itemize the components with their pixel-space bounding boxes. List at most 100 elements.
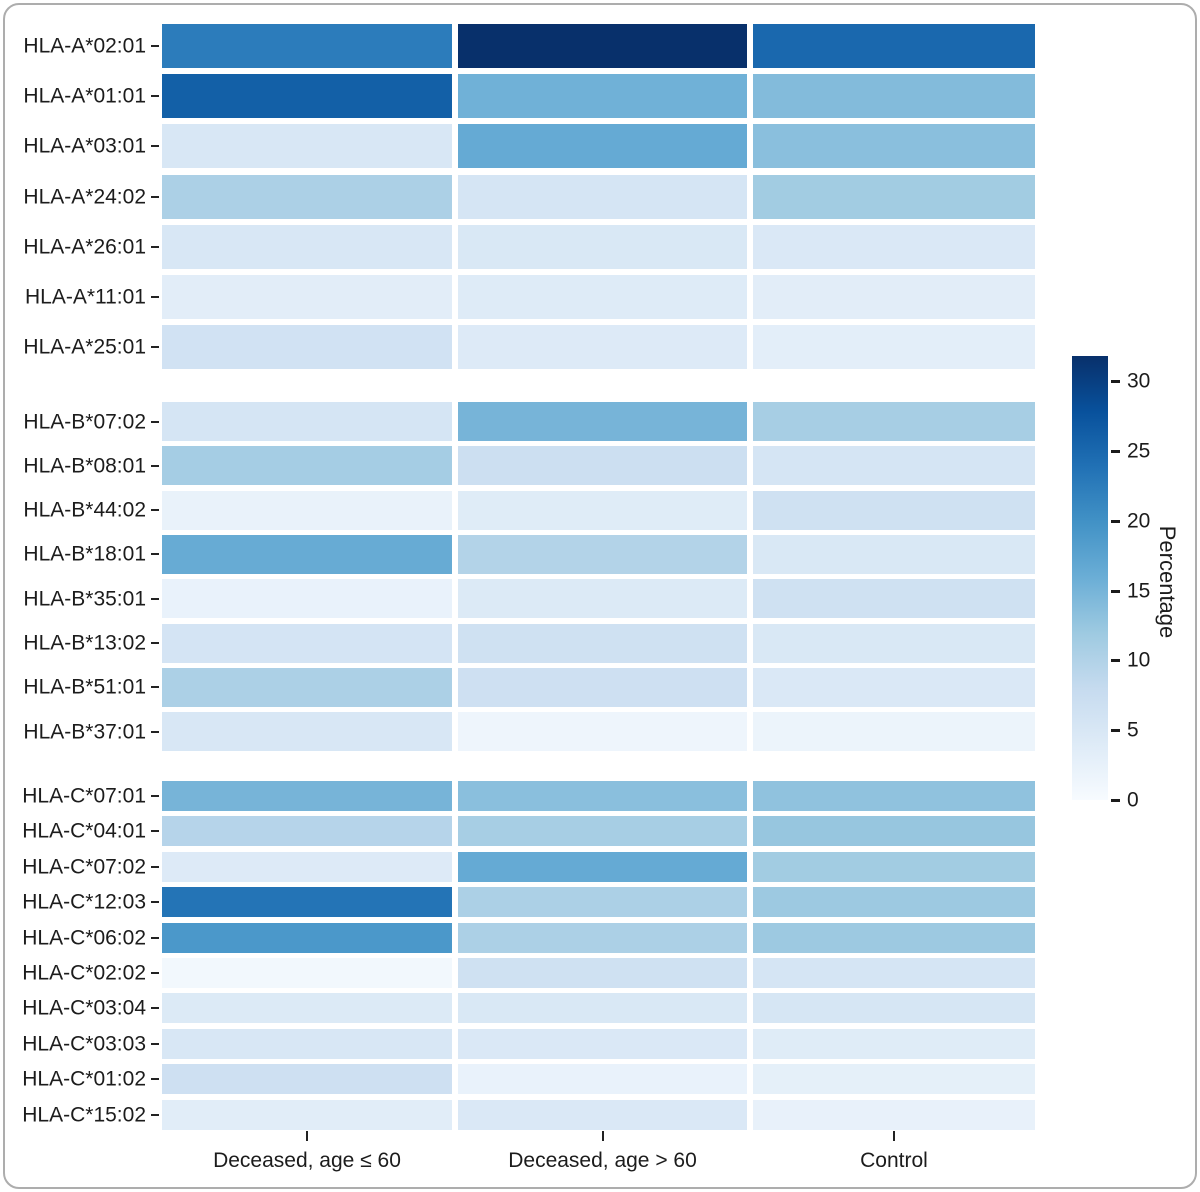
- legend-tick-label: 5: [1127, 718, 1139, 742]
- row-label: HLA-B*35:01: [23, 587, 146, 611]
- heatmap-cell: [753, 579, 1035, 619]
- y-axis-tick: [151, 865, 159, 868]
- x-axis-tick: [601, 1131, 604, 1141]
- y-axis-tick: [151, 145, 159, 148]
- row-label: HLA-C*03:03: [22, 1032, 146, 1056]
- y-axis-tick: [151, 972, 159, 974]
- row-label: HLA-C*03:04: [22, 996, 146, 1020]
- heatmap-cell: [458, 446, 747, 486]
- legend-tick: [1111, 519, 1120, 523]
- legend-tick-label: 25: [1127, 439, 1151, 463]
- heatmap-cell: [458, 325, 747, 370]
- y-axis-tick: [151, 95, 159, 98]
- y-axis-tick: [151, 509, 159, 512]
- row-label: HLA-C*02:02: [22, 961, 146, 985]
- row-label: HLA-C*01:02: [22, 1067, 146, 1091]
- heatmap-cell: [162, 325, 452, 370]
- row-label: HLA-C*15:02: [22, 1103, 146, 1127]
- heatmap-cell: [458, 1099, 747, 1130]
- row-label: HLA-B*13:02: [23, 631, 146, 655]
- heatmap-cell: [458, 1064, 747, 1095]
- legend-tick: [1111, 729, 1120, 733]
- y-axis-tick: [151, 1113, 159, 1116]
- heatmap-cell: [162, 667, 452, 707]
- heatmap-cell: [162, 24, 452, 68]
- heatmap-cell: [458, 24, 747, 68]
- y-axis-tick: [151, 195, 159, 198]
- y-axis-tick: [151, 597, 159, 600]
- legend-tick-label: 20: [1127, 509, 1151, 533]
- y-axis-tick: [151, 936, 159, 939]
- heatmap-cell: [458, 534, 747, 574]
- heatmap-cell: [162, 958, 452, 988]
- y-axis-tick: [151, 795, 159, 797]
- y-axis-tick: [151, 553, 159, 556]
- heatmap-cell: [753, 887, 1035, 918]
- heatmap-cell: [458, 922, 747, 953]
- heatmap-cell: [458, 851, 747, 882]
- heatmap-cell: [458, 490, 747, 530]
- heatmap-cell: [458, 124, 747, 169]
- heatmap-cell: [753, 781, 1035, 811]
- y-axis-tick: [151, 1042, 159, 1045]
- heatmap-cell: [458, 712, 747, 752]
- y-axis-tick: [151, 642, 159, 644]
- heatmap-cell: [753, 402, 1035, 441]
- heatmap-cell: [753, 1028, 1035, 1059]
- heatmap-cell: [458, 993, 747, 1024]
- row-label: HLA-A*26:01: [23, 235, 146, 259]
- heatmap-cell: [458, 816, 747, 847]
- row-label: HLA-A*25:01: [23, 335, 146, 359]
- heatmap-cell: [162, 402, 452, 441]
- heatmap-cell: [458, 887, 747, 918]
- heatmap-cell: [162, 993, 452, 1024]
- heatmap-cell: [458, 74, 747, 119]
- heatmap-cell: [753, 174, 1035, 219]
- legend-tick: [1111, 799, 1120, 802]
- heatmap-cell: [162, 1099, 452, 1130]
- heatmap-cell: [162, 490, 452, 530]
- heatmap-cell: [458, 958, 747, 988]
- y-axis-tick: [151, 45, 159, 47]
- heatmap-cell: [458, 402, 747, 441]
- heatmap-cell: [162, 816, 452, 847]
- heatmap-cell: [162, 579, 452, 619]
- heatmap-cell: [753, 851, 1035, 882]
- row-label: HLA-C*07:01: [22, 784, 146, 808]
- heatmap-cell: [162, 887, 452, 918]
- row-label: HLA-A*01:01: [23, 84, 146, 108]
- y-axis-tick: [151, 420, 159, 423]
- heatmap-cell: [162, 851, 452, 882]
- y-axis-tick: [151, 1007, 159, 1010]
- y-axis-tick: [151, 830, 159, 833]
- heatmap-cell: [753, 993, 1035, 1024]
- heatmap-cell: [162, 623, 452, 663]
- legend-title: Percentage: [1155, 525, 1180, 639]
- row-label: HLA-C*06:02: [22, 926, 146, 950]
- heatmap-cell: [458, 579, 747, 619]
- y-axis-tick: [151, 730, 159, 733]
- y-axis-tick: [151, 1078, 159, 1081]
- legend-colorbar: [1072, 356, 1108, 800]
- heatmap-cell: [458, 174, 747, 219]
- heatmap-cell: [753, 712, 1035, 752]
- row-label: HLA-C*04:01: [22, 819, 146, 843]
- heatmap-cell: [753, 534, 1035, 574]
- heatmap-cell: [458, 1028, 747, 1059]
- legend-tick: [1111, 449, 1120, 453]
- heatmap-cell: [753, 816, 1035, 847]
- y-axis-tick: [151, 245, 159, 248]
- heatmap-cell: [753, 1099, 1035, 1130]
- heatmap-cell: [458, 275, 747, 319]
- heatmap-cell: [162, 275, 452, 319]
- legend-tick-label: 30: [1127, 369, 1151, 393]
- heatmap-cell: [162, 1064, 452, 1095]
- heatmap-cell: [753, 667, 1035, 707]
- row-label: HLA-A*02:01: [23, 34, 146, 58]
- heatmap-cell: [753, 623, 1035, 663]
- heatmap-cell: [753, 124, 1035, 169]
- heatmap-cell: [458, 623, 747, 663]
- row-label: HLA-B*07:02: [23, 410, 146, 433]
- x-axis-tick: [893, 1131, 895, 1141]
- legend-tick-label: 10: [1127, 648, 1151, 672]
